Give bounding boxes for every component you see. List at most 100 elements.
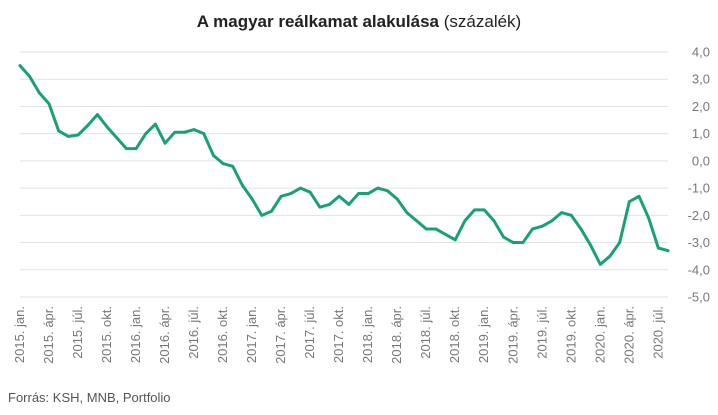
data-point — [299, 186, 302, 190]
x-tick-label: 2018. júl. — [418, 306, 433, 359]
x-tick-label: 2017. júl. — [302, 306, 317, 359]
data-point — [95, 113, 99, 117]
data-point — [492, 219, 496, 223]
x-tick-label: 2017. jan. — [244, 306, 259, 363]
data-point — [540, 224, 544, 228]
data-point — [318, 205, 322, 209]
x-tick-label: 2018. jan. — [360, 306, 375, 363]
x-tick-label: 2016. okt. — [215, 306, 230, 363]
x-tick-label: 2019. ápr. — [505, 306, 520, 364]
x-tick-label: 2019. júl. — [534, 306, 549, 359]
x-tick-label: 2017. okt. — [331, 306, 346, 363]
data-point — [357, 192, 360, 195]
data-point — [666, 249, 670, 253]
data-point — [395, 197, 399, 201]
data-point — [231, 164, 235, 168]
y-tick-label: -4,0 — [688, 262, 710, 277]
x-tick-label: 2020. jan. — [592, 306, 607, 363]
chart-title-main: A magyar reálkamat alakulása — [196, 12, 440, 31]
data-point — [511, 241, 515, 244]
y-tick-label: 3,0 — [692, 72, 710, 87]
data-point — [608, 254, 612, 258]
chart-title: A magyar reálkamat alakulása (százalék) — [0, 12, 718, 32]
data-point — [250, 197, 254, 201]
data-point — [183, 130, 186, 134]
x-tick-label: 2016. júl. — [186, 306, 201, 359]
series-line — [18, 64, 670, 266]
data-point — [241, 183, 244, 187]
chart-title-unit: (százalék) — [443, 12, 522, 31]
data-point — [154, 122, 157, 126]
data-point — [279, 194, 283, 198]
data-point — [424, 227, 428, 231]
data-point — [560, 211, 564, 215]
data-point — [598, 262, 602, 266]
data-point — [405, 211, 409, 215]
data-point — [37, 91, 41, 95]
data-point — [86, 124, 90, 127]
data-point — [531, 227, 534, 231]
y-tick-label: 1,0 — [692, 126, 710, 141]
data-point — [589, 243, 593, 247]
data-point — [270, 209, 273, 213]
y-tick-label: -1,0 — [688, 181, 710, 196]
x-tick-label: 2020. ápr. — [621, 306, 636, 364]
y-axis-ticks: 4,0 3,0 2,0 1,0 0,0 -1,0 -2,0 -3,0 -4,0 -5,0 — [688, 45, 710, 305]
data-point — [386, 189, 389, 193]
data-point — [337, 194, 341, 198]
data-point — [647, 216, 651, 220]
data-point — [28, 75, 32, 78]
x-tick-label: 2016. ápr. — [157, 306, 172, 364]
y-tick-label: 2,0 — [692, 99, 710, 114]
x-tick-label: 2019. jan. — [476, 306, 491, 363]
data-point — [308, 190, 312, 194]
series-layer — [18, 64, 670, 266]
x-tick-label: 2015. júl. — [70, 306, 85, 359]
x-tick-label: 2019. okt. — [563, 306, 578, 363]
data-point — [289, 192, 293, 195]
data-point — [212, 154, 215, 157]
data-point — [434, 227, 438, 231]
x-tick-label: 2020. júl. — [650, 306, 665, 359]
data-point — [376, 186, 380, 190]
data-point — [444, 232, 447, 236]
data-point — [482, 208, 486, 212]
data-point — [347, 203, 351, 206]
data-point — [18, 64, 22, 68]
data-point — [260, 213, 264, 217]
data-point — [502, 235, 505, 239]
data-point — [473, 208, 476, 212]
y-tick-label: 4,0 — [692, 45, 710, 60]
data-point — [453, 238, 457, 242]
data-point — [366, 192, 370, 195]
data-point — [173, 130, 177, 134]
y-tick-label: -5,0 — [688, 290, 710, 305]
x-axis-ticks: 2015. jan. 2015. ápr. 2015. júl. 2015. okt.… — [12, 306, 665, 364]
x-tick-label: 2015. jan. — [12, 306, 27, 363]
data-point — [627, 200, 631, 204]
x-tick-label: 2018. okt. — [447, 306, 462, 363]
data-point — [328, 203, 331, 206]
x-tick-label: 2015. okt. — [99, 306, 114, 363]
x-tick-label: 2016. jan. — [128, 306, 143, 363]
x-tick-label: 2018. ápr. — [389, 306, 404, 364]
data-point — [47, 102, 51, 106]
x-tick-label: 2015. ápr. — [41, 306, 56, 364]
data-point — [192, 128, 196, 131]
data-point — [124, 147, 128, 151]
data-point — [76, 133, 80, 137]
data-point — [550, 219, 554, 223]
data-point — [637, 194, 641, 198]
data-point — [105, 125, 109, 129]
data-point — [57, 129, 61, 133]
y-tick-label: -3,0 — [688, 235, 710, 250]
data-point — [415, 219, 418, 223]
y-tick-label: 0,0 — [692, 153, 710, 168]
source-note: Forrás: KSH, MNB, Portfolio — [8, 390, 171, 405]
gridlines — [20, 51, 668, 298]
data-point — [656, 246, 660, 250]
data-point — [66, 134, 70, 138]
data-point — [221, 162, 225, 166]
y-tick-label: -2,0 — [688, 208, 710, 223]
data-point — [115, 136, 119, 140]
